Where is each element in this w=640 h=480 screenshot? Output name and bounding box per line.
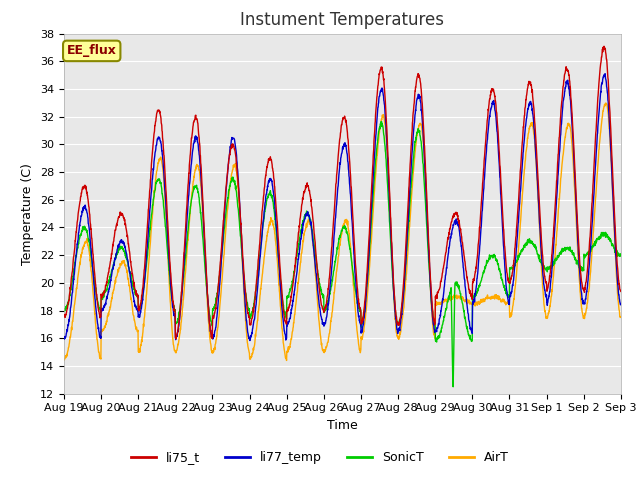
SonicT (358, 319, 366, 324)
Y-axis label: Temperature (C): Temperature (C) (22, 163, 35, 264)
AirT (602, 100, 610, 106)
li75_t (60, 312, 68, 318)
li75_t (371, 127, 379, 133)
Legend: li75_t, li77_temp, SonicT, AirT: li75_t, li77_temp, SonicT, AirT (126, 446, 514, 469)
X-axis label: Time: Time (327, 419, 358, 432)
AirT (283, 358, 291, 363)
SonicT (216, 275, 223, 280)
AirT (504, 300, 512, 306)
Line: li75_t: li75_t (64, 46, 621, 339)
SonicT (584, 252, 591, 257)
li77_temp (371, 148, 379, 154)
li77_temp (359, 324, 367, 330)
SonicT (617, 251, 625, 257)
AirT (216, 310, 223, 316)
li75_t (568, 108, 575, 114)
Line: AirT: AirT (64, 103, 621, 360)
li75_t (172, 336, 180, 342)
li77_temp (60, 336, 68, 342)
li75_t (617, 288, 625, 294)
li75_t (600, 43, 608, 49)
li75_t (504, 279, 512, 285)
AirT (60, 357, 68, 362)
li77_temp (246, 337, 254, 343)
li77_temp (601, 71, 609, 76)
SonicT (377, 119, 385, 125)
Text: EE_flux: EE_flux (67, 44, 116, 58)
li75_t (359, 315, 367, 321)
AirT (568, 140, 575, 145)
li77_temp (617, 301, 625, 307)
SonicT (505, 292, 513, 298)
Line: SonicT: SonicT (64, 122, 621, 387)
SonicT (568, 248, 576, 253)
AirT (584, 300, 591, 305)
SonicT (371, 171, 378, 177)
li77_temp (504, 299, 512, 305)
Line: li77_temp: li77_temp (64, 73, 621, 340)
li77_temp (584, 285, 591, 291)
AirT (371, 183, 379, 189)
li77_temp (568, 117, 575, 123)
li77_temp (216, 288, 223, 293)
SonicT (60, 307, 68, 312)
AirT (617, 314, 625, 320)
AirT (359, 334, 367, 339)
Title: Instument Temperatures: Instument Temperatures (241, 11, 444, 29)
li75_t (216, 268, 223, 274)
SonicT (449, 384, 457, 390)
li75_t (584, 269, 591, 275)
